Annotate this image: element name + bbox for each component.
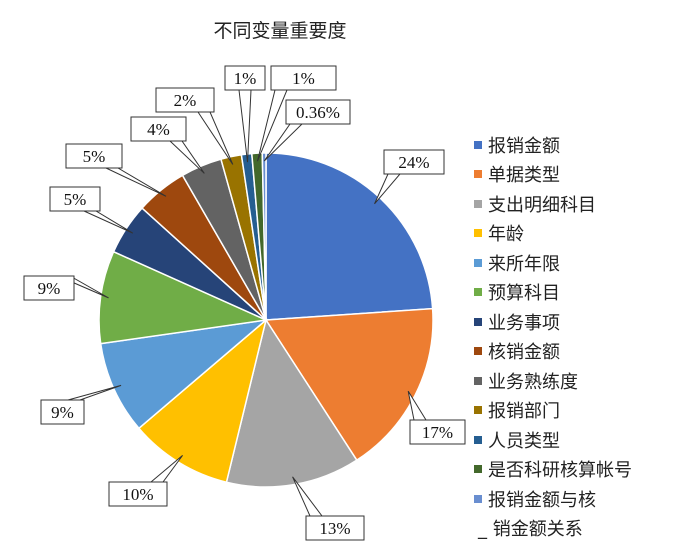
- callout-box-1: [383, 149, 445, 175]
- callout-pointer-4: [149, 454, 183, 483]
- data-label-11: 1%: [234, 69, 257, 88]
- legend-label: 核销金额: [488, 342, 560, 364]
- callout-box-7: [49, 186, 101, 212]
- legend-label: 单据类型: [488, 165, 560, 187]
- pie-slice-2: [264, 307, 434, 462]
- callout-box-13: [285, 99, 351, 125]
- callout-pointer-8: [105, 167, 167, 197]
- data-label-2: 17%: [422, 423, 453, 442]
- legend-swatch: [474, 140, 482, 149]
- callout-box-12: [270, 65, 337, 91]
- callout-pointer-10: [197, 111, 234, 165]
- legend-item: 是否科研核算帐号: [474, 455, 689, 485]
- callout-pointer-11: [238, 89, 252, 163]
- data-label-13: 0.36%: [296, 103, 340, 122]
- data-label-7: 5%: [64, 190, 87, 209]
- legend-item: 年龄: [474, 219, 689, 249]
- legend-label: 报销部门: [488, 401, 560, 423]
- data-label-3: 13%: [319, 519, 350, 538]
- data-label-9: 4%: [147, 120, 170, 139]
- legend-label-continuation: _ 销金额关系: [478, 519, 583, 540]
- legend-swatch: [474, 435, 482, 444]
- pie-slice-1: [265, 152, 434, 321]
- data-label-6: 9%: [38, 279, 61, 298]
- legend-label: 人员类型: [488, 430, 560, 452]
- data-label-5: 9%: [51, 403, 74, 422]
- legend-label: 是否科研核算帐号: [488, 460, 632, 482]
- callout-pointer-1: [374, 173, 402, 205]
- data-label-1: 24%: [398, 153, 429, 172]
- data-label-12: 1%: [292, 69, 315, 88]
- callout-box-4: [108, 481, 168, 507]
- legend-swatch: [474, 288, 482, 297]
- callout-box-11: [224, 65, 266, 91]
- callout-pointer-2: [407, 390, 427, 421]
- callout-box-5: [40, 399, 85, 425]
- legend-item: 报销金额: [474, 130, 689, 160]
- callout-box-2: [409, 419, 466, 445]
- legend-label: 业务熟练度: [488, 371, 578, 393]
- legend-item: 来所年限: [474, 248, 689, 278]
- legend-swatch: [474, 465, 482, 474]
- legend-label: 预算科目: [488, 283, 560, 305]
- callout-box-8: [65, 143, 123, 169]
- callout-box-10: [155, 87, 215, 113]
- callout-pointer-5: [67, 384, 122, 401]
- legend-label: 报销金额: [488, 135, 560, 157]
- legend-swatch: [474, 199, 482, 208]
- data-label-10: 2%: [174, 91, 197, 110]
- callout-pointer-9: [168, 140, 205, 174]
- legend-swatch: [474, 229, 482, 238]
- legend-swatch: [474, 406, 482, 415]
- callout-box-9: [130, 116, 187, 142]
- callout-pointer-3: [292, 476, 324, 517]
- legend-item: 业务事项: [474, 307, 689, 337]
- data-label-4: 10%: [122, 485, 153, 504]
- legend-label: 支出明细科目: [488, 194, 596, 216]
- legend-swatch: [474, 376, 482, 385]
- callout-box-6: [23, 275, 75, 301]
- pie-slice-4: [137, 317, 268, 484]
- legend-label: 报销金额与核: [488, 489, 596, 511]
- legend-swatch: [474, 170, 482, 179]
- legend-item: 预算科目: [474, 278, 689, 308]
- legend: 报销金额单据类型支出明细科目 年龄来所年限预算科目业务事项核销金额业务熟练度报销部…: [474, 130, 689, 543]
- legend-swatch: [474, 317, 482, 326]
- legend-label: 业务事项: [488, 312, 560, 334]
- legend-item: 支出明细科目: [474, 189, 689, 219]
- legend-item: 核销金额: [474, 337, 689, 367]
- legend-item: 业务熟练度: [474, 366, 689, 396]
- pie-slice-13: [261, 152, 267, 321]
- legend-item: 人员类型: [474, 425, 689, 455]
- legend-label: 年龄: [488, 224, 524, 246]
- pie-slice-5: [99, 318, 269, 430]
- legend-swatch: [474, 347, 482, 356]
- legend-swatch: [474, 258, 482, 267]
- data-label-8: 5%: [83, 147, 106, 166]
- legend-item: 报销金额与核: [474, 484, 689, 514]
- legend-swatch: [474, 494, 482, 503]
- callout-pointer-7: [83, 210, 134, 234]
- legend-item: 单据类型: [474, 160, 689, 190]
- legend-label: 来所年限: [488, 253, 560, 275]
- pie-slice-6: [98, 250, 269, 345]
- chart-title: 不同变量重要度: [213, 20, 347, 42]
- callout-box-3: [305, 515, 365, 541]
- legend-item: 报销部门: [474, 396, 689, 426]
- pie-slice-3: [225, 318, 358, 488]
